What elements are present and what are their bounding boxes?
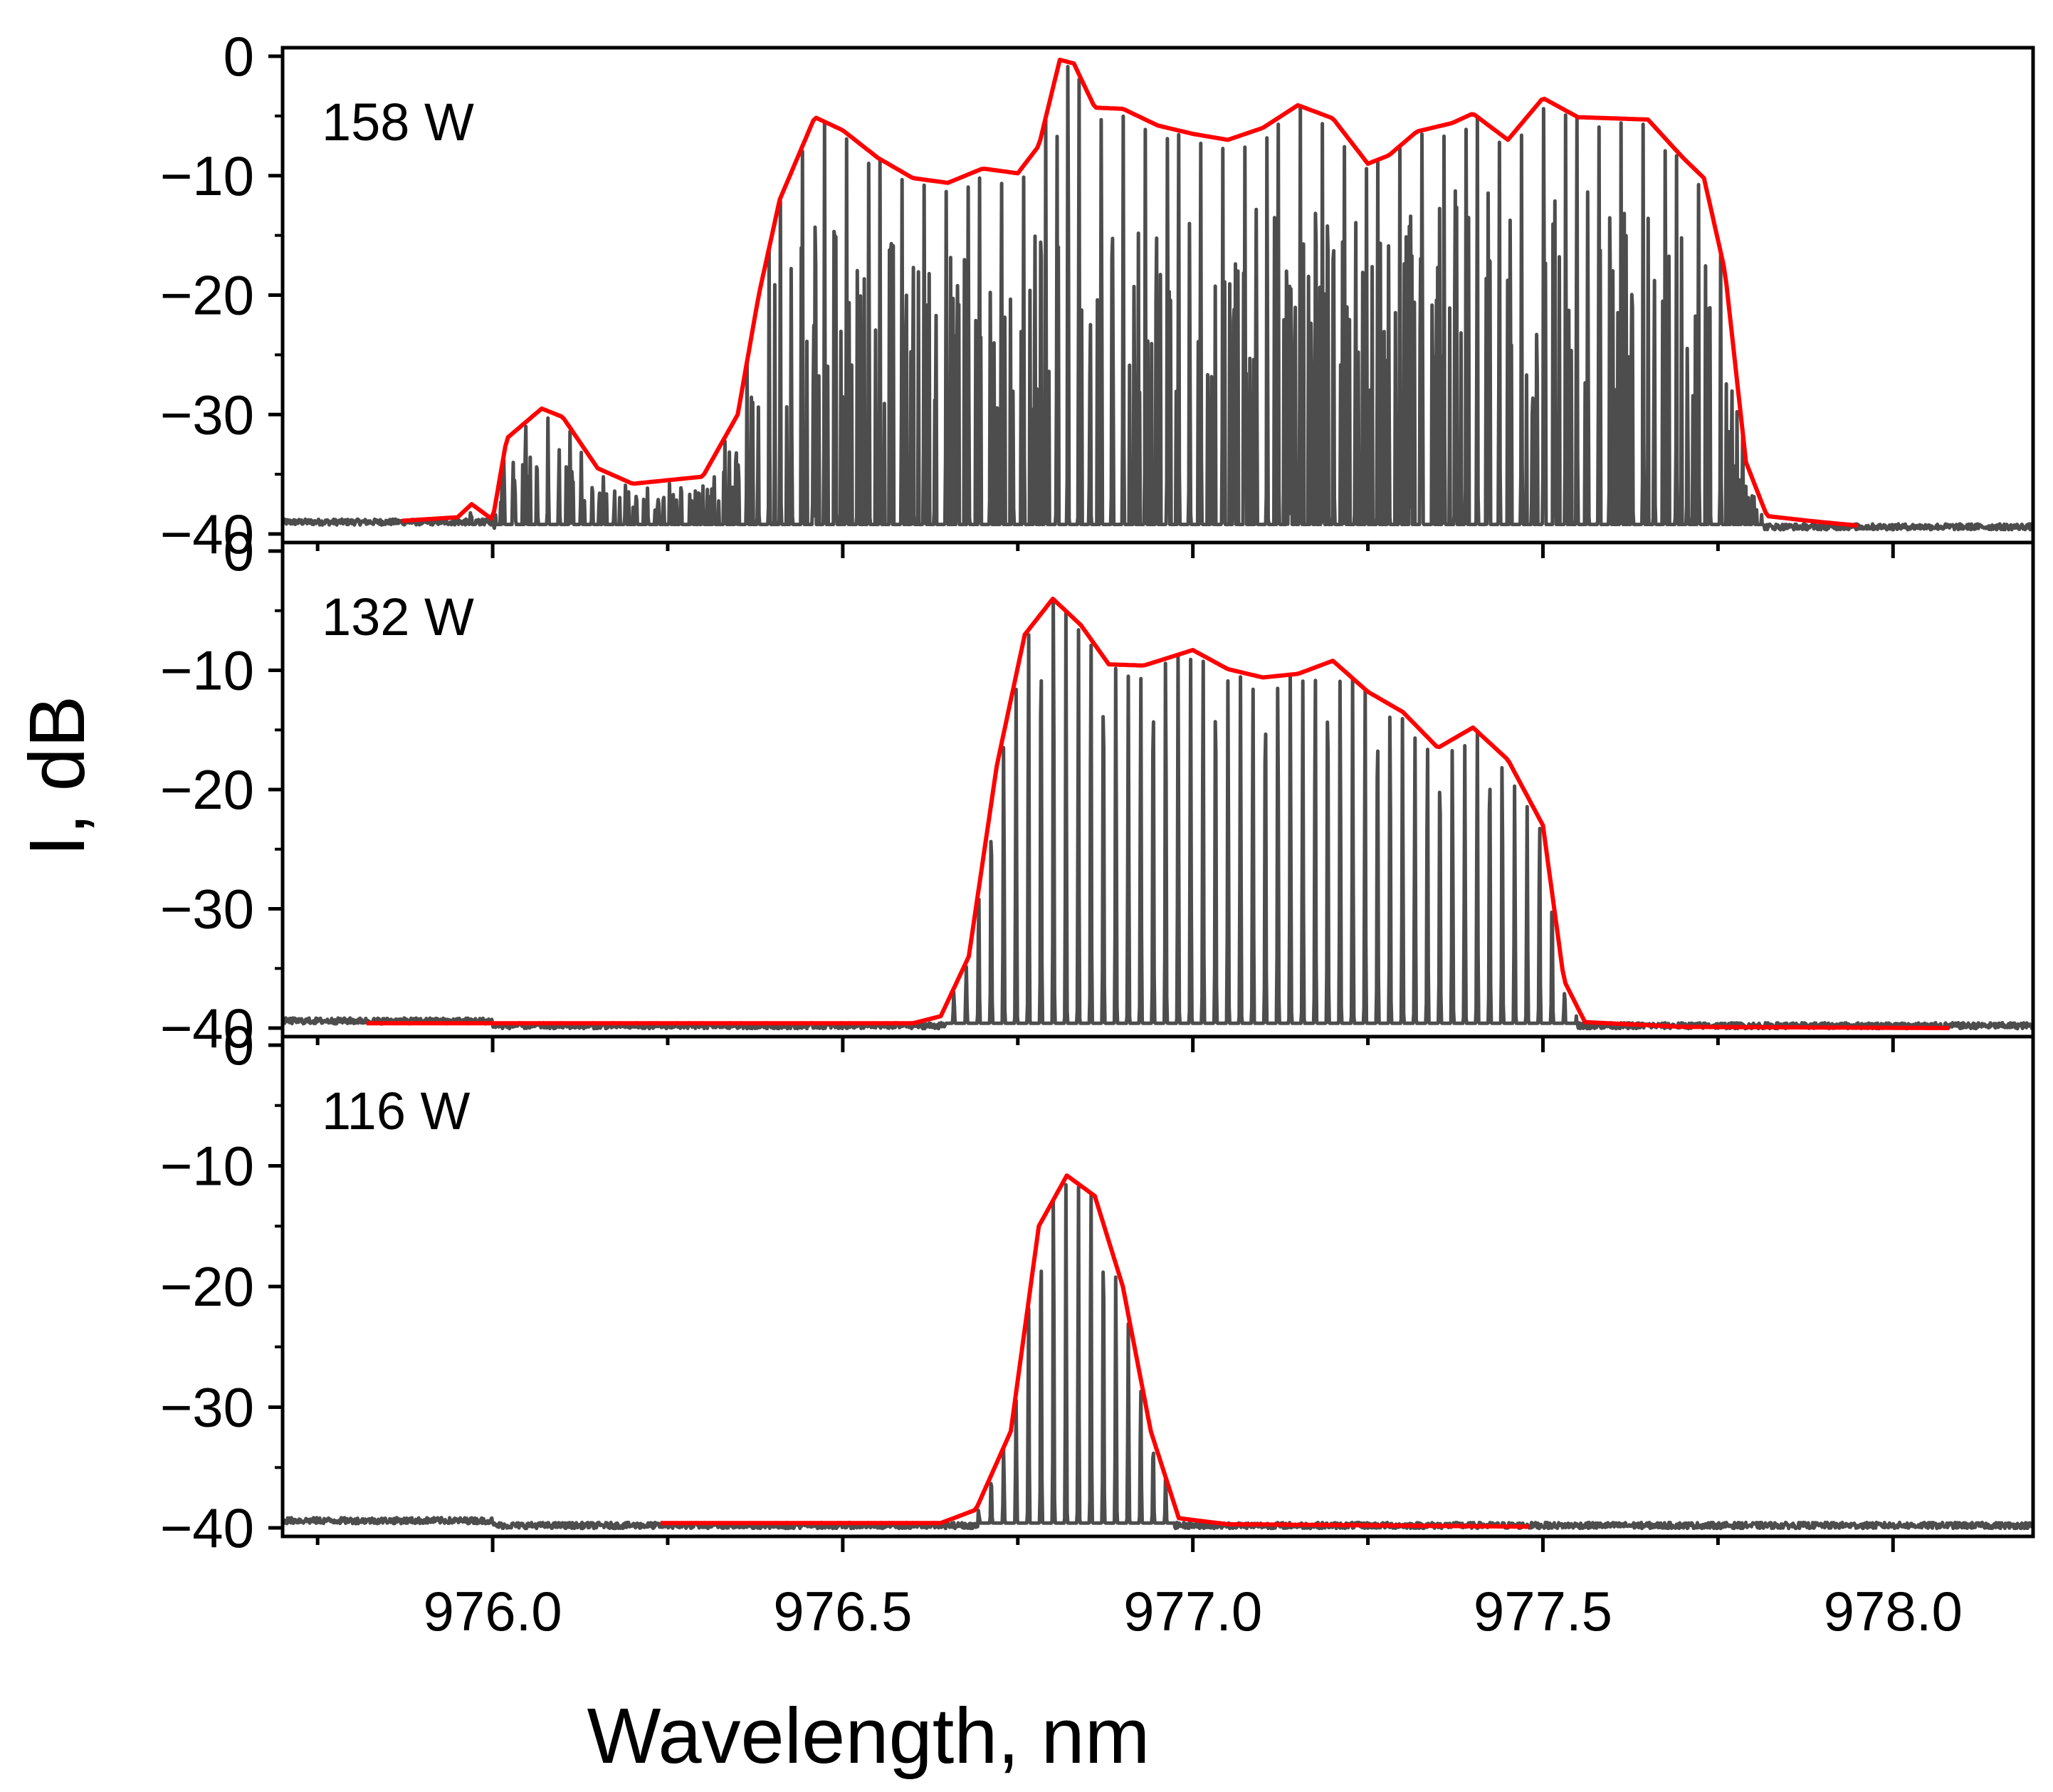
spectrum-line-1 [283, 65, 2033, 532]
panels: 0 −10 −20 −30 −40 158 W 0 −10 −20 −30 −40 132 W 0 −10… [160, 25, 2035, 1559]
y-tick-label: 0 [224, 520, 254, 582]
envelope-line-2 [367, 597, 1949, 1030]
panel-3: 0 −10 −20 −30 −40 116 W [160, 1014, 2035, 1559]
y-tick-label: 0 [224, 25, 254, 88]
panel-2: 0 −10 −20 −30 −40 132 W [160, 520, 2035, 1059]
envelope-line-3 [661, 1173, 1529, 1529]
y-tick-label: −30 [160, 1376, 254, 1439]
x-axis: 976.0 976.5 977.0 977.5 978.0 [315, 543, 1963, 1642]
x-tick-label: 976.5 [773, 1580, 912, 1642]
y-tick-label: −20 [160, 1255, 254, 1318]
x-axis-title: Wavelength, nm [587, 1692, 1150, 1780]
x-tick-label: 978.0 [1824, 1580, 1963, 1642]
y-tick-label: −40 [160, 503, 254, 565]
y-tick-label: −40 [160, 997, 254, 1059]
x-tick-label: 976.0 [423, 1580, 562, 1642]
envelope-line-1 [401, 58, 1859, 528]
panel-frame-3 [280, 1034, 2035, 1539]
panel-frame-2 [280, 540, 2035, 1039]
y-tick-label: −20 [160, 758, 254, 821]
y-tick-label: −10 [160, 145, 254, 207]
y-tick-label: −40 [160, 1497, 254, 1559]
y-axis-title: I, dB [14, 696, 101, 856]
spectrum-line-3 [283, 1183, 2033, 1531]
spectrum-line-2 [283, 597, 2033, 1031]
panel-label-2: 132 W [322, 587, 474, 646]
y-tick-label: 0 [224, 1014, 254, 1076]
y-tick-label: −20 [160, 264, 254, 327]
y-tick-label: −10 [160, 639, 254, 702]
y-tick-label: −30 [160, 383, 254, 446]
panel-label-3: 116 W [322, 1081, 471, 1141]
panel-1: 0 −10 −20 −30 −40 158 W [160, 25, 2035, 565]
x-tick-label: 977.0 [1123, 1580, 1262, 1642]
panel-label-1: 158 W [322, 93, 474, 152]
y-tick-label: −30 [160, 878, 254, 940]
y-tick-label: −10 [160, 1135, 254, 1198]
x-tick-label: 977.5 [1474, 1580, 1612, 1642]
